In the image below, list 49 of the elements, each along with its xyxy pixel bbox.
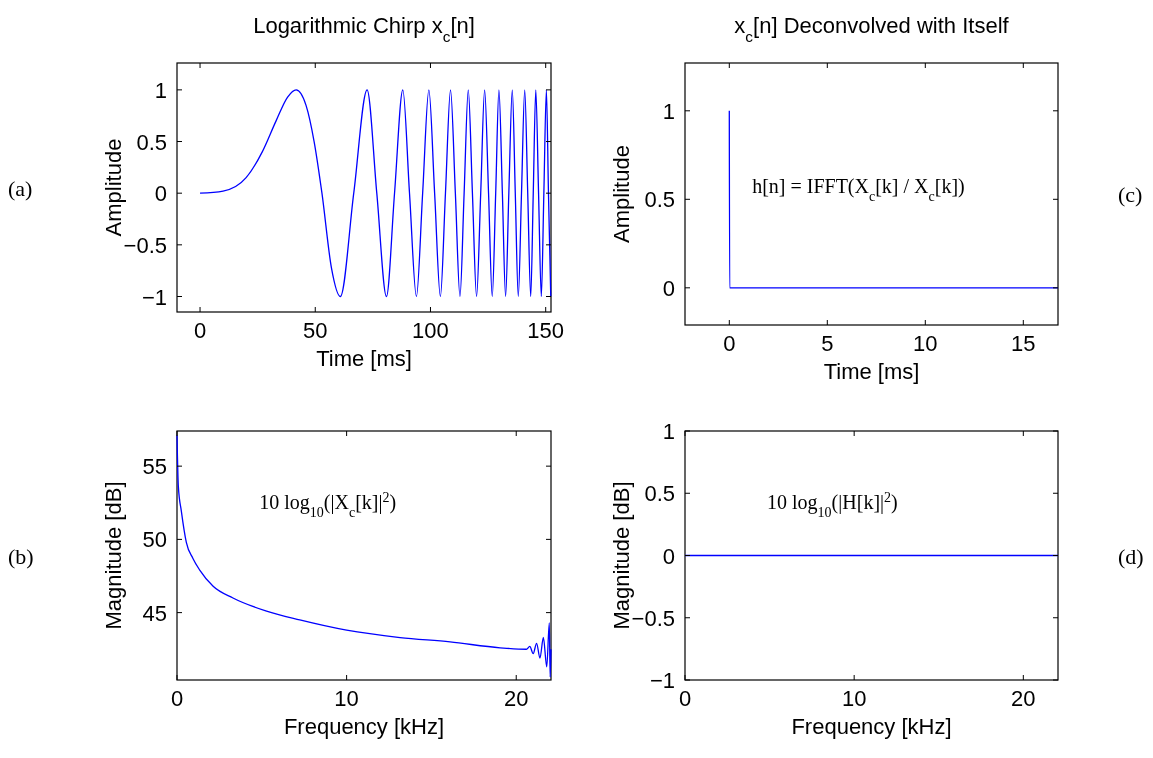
y-tick-label: 1 (154, 77, 167, 103)
x-tick-label: 0 (170, 686, 184, 711)
y-tick-label: 0.5 (644, 187, 675, 213)
x-tick-label: 50 (303, 318, 328, 343)
x-tick-label: 5 (821, 331, 834, 356)
text: (a) (8, 175, 33, 201)
y-tick-label: −0.5 (123, 232, 167, 258)
line-series (176, 434, 552, 678)
y-tick-label: −1 (141, 284, 167, 310)
x-tick-label: 0 (723, 331, 736, 356)
line-series (199, 89, 552, 298)
annotation: h[n] = IFFT(X$_{c}$[k] / X$_{c}$[k]) (752, 175, 965, 204)
y-tick-label: −0.5 (631, 605, 675, 631)
x-tick-label: 0 (678, 686, 692, 711)
text: (d) (1118, 543, 1144, 569)
x-axis-title: Time [ms] (316, 346, 412, 371)
x-tick-label: 0 (193, 318, 207, 343)
x-tick-label: 100 (412, 318, 449, 343)
x-tick-label: 20 (503, 686, 529, 711)
y-tick-label: 45 (142, 600, 167, 626)
text: (c) (1118, 182, 1143, 207)
y-axis-title: Amplitude (609, 145, 634, 243)
y-tick-label: 50 (142, 527, 167, 553)
y-axis-title: Magnitude [dB] (609, 481, 634, 630)
y-tick-label: 0 (662, 275, 675, 301)
y-tick-label: 1 (662, 419, 675, 444)
x-axis-title: Frequency [kHz] (791, 714, 952, 739)
x-tick-label: 10 (913, 331, 938, 356)
x-axis-title: Frequency [kHz] (283, 714, 445, 739)
x-tick-label: 10 (334, 686, 359, 711)
y-tick-label: 1 (662, 98, 675, 124)
chart-title: x$_{c}$[n] Deconvolved with Itself (734, 13, 1010, 45)
annotation: 10 log$_{10}$(|X$_{c}$[k]|$^{2}$) (259, 489, 397, 520)
x-tick-label: 10 (841, 686, 867, 711)
y-tick-label: 0.5 (136, 129, 167, 155)
x-tick-label: 15 (1011, 331, 1036, 356)
text: (b) (8, 543, 34, 569)
y-tick-label: 0 (154, 181, 167, 207)
chart-title: Logarithmic Chirp x$_{c}$[n] (253, 13, 475, 45)
annotation: 10 log$_{10}$(|H[k]|$^{2}$) (767, 489, 898, 520)
y-tick-label: 0.5 (644, 481, 675, 507)
y-tick-label: −1 (649, 668, 675, 693)
x-axis-title: Time [ms] (823, 359, 920, 384)
y-axis-title: Amplitude (101, 138, 126, 237)
y-tick-label: 55 (142, 454, 167, 480)
y-tick-label: 0 (662, 543, 675, 569)
y-axis-title: Magnitude [dB] (101, 481, 126, 630)
x-tick-label: 20 (1011, 686, 1036, 711)
x-tick-label: 150 (527, 318, 565, 343)
